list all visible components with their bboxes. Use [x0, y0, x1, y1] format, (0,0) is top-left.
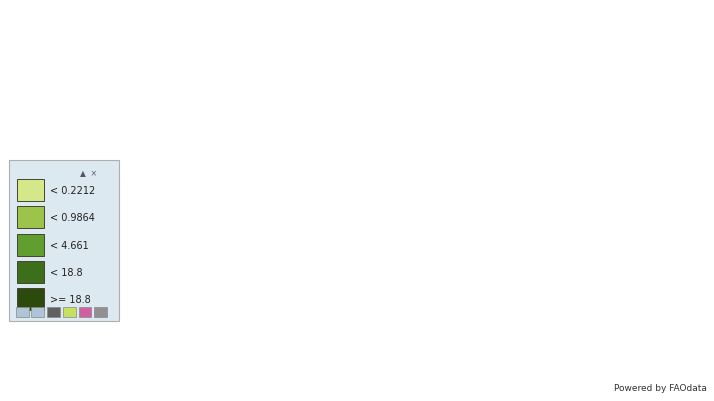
Text: < 0.9864: < 0.9864 [50, 213, 95, 223]
Text: < 18.8: < 18.8 [50, 267, 83, 277]
Text: Powered by FAOdata: Powered by FAOdata [614, 383, 707, 392]
Text: >= 18.8: >= 18.8 [50, 295, 91, 304]
Text: < 0.2212: < 0.2212 [50, 186, 95, 195]
Text: < 4.661: < 4.661 [50, 240, 89, 250]
Text: ▲  ×: ▲ × [80, 168, 97, 177]
